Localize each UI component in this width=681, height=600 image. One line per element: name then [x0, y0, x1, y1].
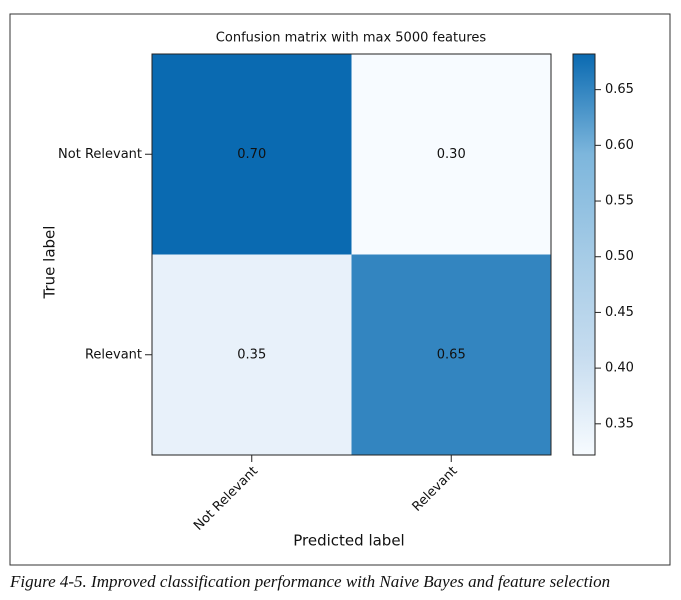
x-tick-label: Relevant — [410, 464, 461, 515]
colorbar-tick-label: 0.40 — [605, 361, 634, 376]
x-axis-label: Predicted label — [293, 532, 404, 550]
cell — [152, 54, 352, 255]
cell — [152, 254, 352, 455]
cell-label: 0.35 — [237, 347, 266, 362]
plot-border — [151, 53, 552, 456]
colorbar-tick-label: 0.55 — [605, 194, 634, 209]
cell-label: 0.65 — [437, 347, 466, 362]
cell-label: 0.70 — [237, 147, 266, 162]
x-tick-label: Not Relevant — [191, 464, 261, 534]
colorbar-tick-label: 0.35 — [605, 416, 634, 431]
cell — [351, 254, 551, 455]
colorbar-tick-label: 0.50 — [605, 249, 634, 264]
frame — [9, 13, 671, 566]
y-tick-label: Not Relevant — [58, 147, 142, 162]
y-tick-label: Relevant — [85, 347, 142, 362]
chart-title: Confusion matrix with max 5000 features — [216, 31, 487, 46]
colorbar-tick-label: 0.60 — [605, 138, 634, 153]
y-axis-label: True label — [41, 226, 59, 300]
colorbar-tick-label: 0.65 — [605, 82, 634, 97]
cell-label: 0.30 — [437, 147, 466, 162]
colorbar — [572, 53, 596, 456]
cell — [351, 54, 551, 255]
caption: Figure 4-5. Improved classification perf… — [9, 572, 610, 591]
colorbar-tick-label: 0.45 — [605, 305, 634, 320]
